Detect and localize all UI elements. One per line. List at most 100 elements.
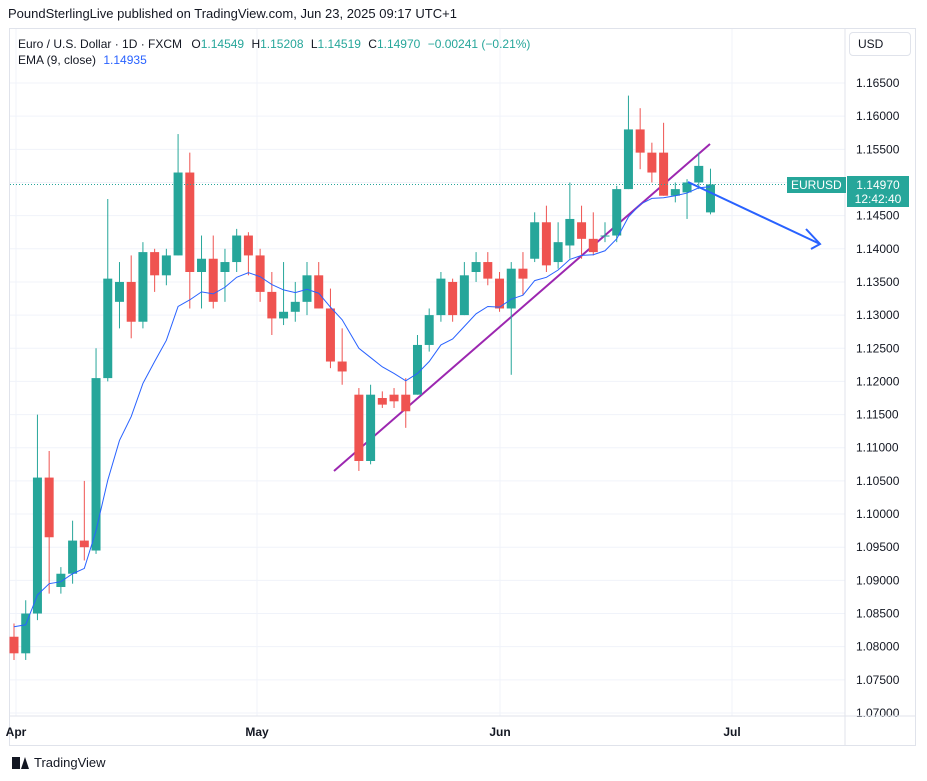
candle bbox=[220, 248, 230, 302]
candle-body bbox=[705, 184, 715, 213]
candle-body bbox=[424, 315, 434, 345]
ema-line bbox=[13, 186, 711, 628]
candle-body bbox=[623, 129, 633, 190]
candle bbox=[32, 414, 42, 621]
chart-frame[interactable] bbox=[9, 28, 916, 746]
candle bbox=[126, 255, 136, 339]
y-tick-label: 1.09000 bbox=[856, 573, 900, 587]
candle-body bbox=[647, 152, 657, 173]
candle bbox=[682, 179, 692, 219]
y-tick-label: 1.08000 bbox=[856, 640, 900, 654]
candle-body bbox=[459, 275, 469, 316]
chart-legend: Euro / U.S. Dollar · 1D · FXCM O1.14549 … bbox=[18, 36, 530, 68]
footer-brand[interactable]: TradingView bbox=[12, 755, 106, 770]
support-trendline bbox=[333, 143, 711, 472]
brand-name: TradingView bbox=[34, 755, 106, 770]
candle-body bbox=[161, 255, 171, 276]
candle-body bbox=[279, 311, 289, 319]
candle-body bbox=[68, 540, 78, 574]
candle-body bbox=[255, 255, 265, 292]
annotations-layer bbox=[10, 181, 845, 250]
candle bbox=[659, 122, 669, 196]
ema-label: EMA (9, close) bbox=[18, 53, 97, 67]
candle-body bbox=[9, 636, 19, 654]
candle bbox=[577, 205, 587, 259]
forecast-arrow-head bbox=[805, 228, 822, 250]
candle bbox=[412, 335, 422, 395]
candle-body bbox=[401, 394, 411, 412]
candle bbox=[670, 182, 680, 203]
candle-body bbox=[389, 394, 399, 402]
candle bbox=[530, 212, 540, 263]
candle bbox=[302, 262, 312, 316]
candle-body bbox=[91, 378, 101, 551]
candle-body bbox=[220, 262, 230, 272]
ema-value: 1.14935 bbox=[103, 53, 147, 67]
candle bbox=[68, 520, 78, 584]
y-tick-label: 1.07500 bbox=[856, 673, 900, 687]
candle bbox=[424, 308, 434, 352]
currency-button[interactable]: USD bbox=[849, 32, 911, 56]
y-tick-label: 1.13000 bbox=[856, 308, 900, 322]
y-tick-label: 1.12000 bbox=[856, 374, 900, 388]
high-value: 1.15208 bbox=[260, 37, 304, 51]
high-label: H bbox=[251, 37, 261, 51]
candle bbox=[565, 182, 575, 259]
candle bbox=[389, 388, 399, 408]
candle-body bbox=[530, 222, 540, 259]
candle bbox=[114, 262, 124, 329]
forecast-arrow-shaft bbox=[687, 181, 821, 245]
candle bbox=[623, 95, 633, 190]
candle-body bbox=[436, 278, 446, 316]
candle bbox=[401, 378, 411, 428]
candle-body bbox=[56, 573, 66, 587]
candle bbox=[694, 152, 704, 190]
last-price-tag: 1.14970 12:42:40 bbox=[847, 176, 909, 207]
candle bbox=[279, 262, 289, 326]
price-axis: 1.165001.160001.155001.150001.145001.140… bbox=[10, 29, 916, 745]
candle bbox=[588, 212, 598, 256]
y-tick-label: 1.14000 bbox=[856, 242, 900, 256]
candle-body bbox=[577, 222, 587, 239]
candle bbox=[185, 152, 195, 309]
candle bbox=[553, 222, 563, 269]
candle bbox=[91, 348, 101, 554]
candle-body bbox=[495, 278, 505, 309]
candle bbox=[541, 205, 551, 272]
x-tick-label: Jul bbox=[723, 725, 740, 739]
candle-body bbox=[325, 308, 335, 362]
candle-body bbox=[471, 262, 481, 272]
candle bbox=[325, 288, 335, 369]
time-axis: Apr May Jun Jul bbox=[6, 725, 741, 739]
candle-body bbox=[44, 477, 54, 538]
candle-body bbox=[412, 344, 422, 395]
candle bbox=[9, 623, 19, 660]
y-tick-label: 1.11000 bbox=[856, 441, 899, 455]
candle-body bbox=[588, 238, 598, 253]
candle-body bbox=[138, 252, 148, 322]
x-tick-label: Apr bbox=[6, 725, 27, 739]
publisher-header: PoundSterlingLive published on TradingVi… bbox=[8, 6, 457, 21]
candle bbox=[56, 567, 66, 594]
low-value: 1.14519 bbox=[317, 37, 361, 51]
y-tick-label: 1.10000 bbox=[856, 507, 900, 521]
candle bbox=[506, 262, 516, 375]
candle-body bbox=[600, 235, 610, 237]
tradingview-logo-icon bbox=[12, 756, 30, 769]
candle-body bbox=[243, 235, 253, 256]
candle bbox=[518, 252, 528, 296]
candle bbox=[314, 262, 324, 309]
candle-body bbox=[682, 182, 692, 193]
candle-body bbox=[448, 281, 458, 316]
candle-body bbox=[541, 222, 551, 266]
x-tick-label: Jun bbox=[489, 725, 510, 739]
candle-body bbox=[290, 301, 300, 312]
candle-body bbox=[32, 477, 42, 614]
candle bbox=[290, 281, 300, 322]
candle-body bbox=[150, 252, 160, 276]
x-tick-label: May bbox=[245, 725, 269, 739]
candle bbox=[448, 278, 458, 322]
candle bbox=[150, 248, 160, 292]
candle bbox=[635, 108, 645, 170]
